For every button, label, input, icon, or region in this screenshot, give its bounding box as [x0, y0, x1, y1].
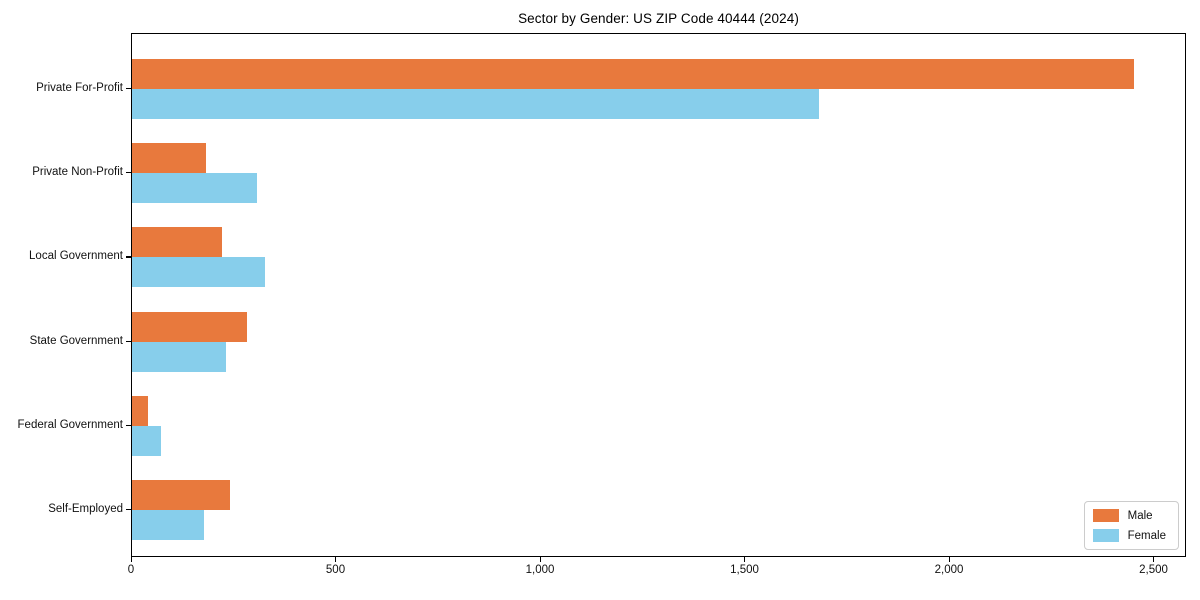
- bar-male-private-non-profit: [132, 143, 206, 174]
- legend-label-female: Female: [1127, 529, 1166, 542]
- y-tick-mark: [126, 424, 131, 427]
- chart-title: Sector by Gender: US ZIP Code 40444 (202…: [518, 11, 799, 26]
- y-tick-mark: [126, 340, 131, 342]
- x-tick-mark: [130, 557, 132, 562]
- x-tick-label-2-500: 2,500: [1139, 564, 1168, 576]
- x-tick-mark: [539, 557, 541, 562]
- y-tick-label-federal-government: Federal Government: [17, 418, 123, 431]
- legend-swatch-female: [1092, 529, 1119, 542]
- y-tick-label-local-government: Local Government: [29, 250, 123, 263]
- x-tick-label-2-000: 2,000: [934, 564, 964, 576]
- x-tick-mark: [335, 557, 337, 562]
- bar-male-self-employed: [132, 480, 231, 510]
- y-tick-label-private-for-profit: Private For-Profit: [36, 82, 123, 94]
- bar-female-private-non-profit: [132, 173, 257, 204]
- plot-area: Male Female: [131, 33, 1186, 557]
- bar-male-federal-government: [132, 395, 149, 426]
- legend-item-male: Male: [1092, 509, 1166, 522]
- y-tick-label-self-employed: Self-Employed: [48, 503, 123, 515]
- legend: Male Female: [1083, 501, 1179, 550]
- y-tick-mark: [126, 172, 131, 174]
- bar-female-state-government: [132, 341, 227, 372]
- y-tick-mark: [126, 256, 131, 258]
- x-tick-label-1-500: 1,500: [730, 564, 759, 576]
- legend-label-male: Male: [1127, 509, 1153, 522]
- bar-male-local-government: [132, 227, 222, 258]
- y-tick-label-state-government: State Government: [29, 334, 123, 347]
- bar-female-self-employed: [132, 510, 204, 540]
- legend-swatch-male: [1092, 509, 1119, 522]
- legend-item-female: Female: [1092, 529, 1166, 542]
- x-tick-mark: [744, 557, 746, 562]
- x-tick-label-0: 0: [127, 564, 135, 576]
- bar-female-federal-government: [132, 425, 161, 456]
- y-tick-mark: [126, 509, 131, 511]
- bar-female-local-government: [132, 257, 265, 288]
- x-tick-mark: [948, 557, 950, 562]
- y-tick-mark: [126, 88, 131, 90]
- x-tick-label-1-000: 1,000: [525, 564, 555, 576]
- y-tick-label-private-non-profit: Private Non-Profit: [32, 166, 123, 179]
- x-tick-mark: [1153, 557, 1155, 562]
- bar-female-private-for-profit: [132, 89, 820, 119]
- bar-male-state-government: [132, 311, 247, 342]
- x-tick-label-500: 500: [325, 564, 346, 576]
- bar-male-private-for-profit: [132, 59, 1135, 89]
